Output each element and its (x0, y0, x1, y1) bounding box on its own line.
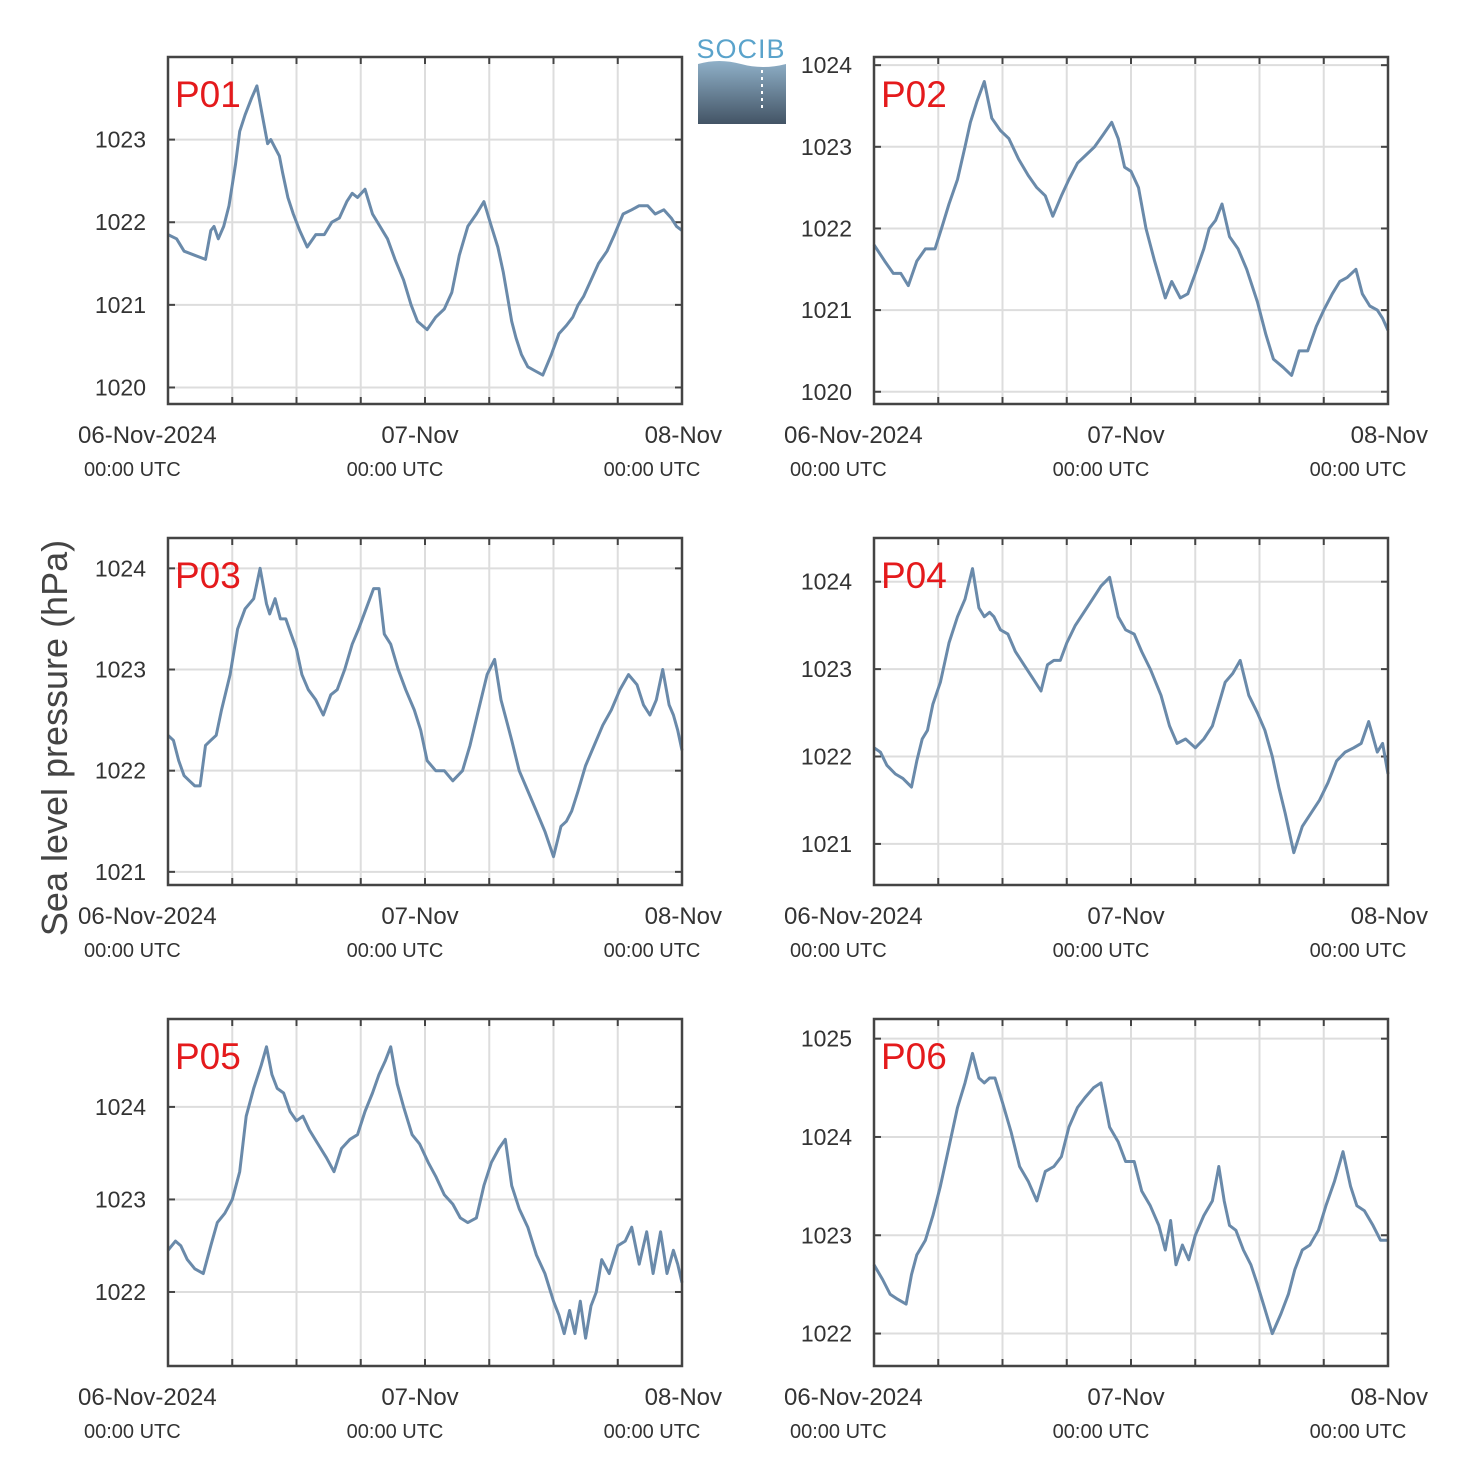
y-axis-label: Sea level pressure (hPa) (34, 540, 75, 936)
x-tick-date-label: 08-Nov (645, 422, 722, 449)
panel-label: P04 (881, 555, 947, 596)
panel-p06: 1022 1023 1024 1025 06-Nov-2024 00:00 UTC 07-N… (784, 1017, 1428, 1443)
x-tick-date-label: 08-Nov (1351, 903, 1428, 930)
panel-p04: 1021 1022 1023 1024 06-Nov-2024 00:00 UTC 07-N… (784, 536, 1428, 962)
panel-p01: 1020 1021 1022 1023 06-Nov-2024 00:00 UTC 07-N… (78, 55, 722, 481)
x-tick-time-label: 00:00 UTC (347, 459, 444, 481)
panel-label: P03 (175, 555, 241, 596)
y-tick-label: 1024 (801, 569, 852, 595)
x-tick-time-label: 00:00 UTC (84, 940, 181, 962)
pressure-series-line (166, 566, 684, 859)
x-tick-date-label: 07-Nov (381, 903, 458, 930)
y-tick-label: 1023 (801, 656, 852, 682)
pressure-series-line (872, 80, 1390, 377)
x-tick-date-label: 07-Nov (1087, 903, 1164, 930)
x-tick-date-label: 08-Nov (1351, 1384, 1428, 1411)
x-tick-time-label: 00:00 UTC (84, 459, 181, 481)
y-tick-label: 1020 (95, 374, 146, 400)
panel-p03: 1021 1022 1023 1024 06-Nov-2024 00:00 UTC 07-N… (78, 536, 722, 962)
y-tick-label: 1022 (95, 758, 146, 784)
y-tick-label: 1021 (801, 831, 852, 857)
x-tick-time-label: 00:00 UTC (1310, 1421, 1407, 1443)
y-tick-label: 1024 (801, 52, 852, 78)
plot-frame (872, 55, 1390, 406)
y-tick-label: 1022 (801, 744, 852, 770)
x-tick-time-label: 00:00 UTC (790, 459, 887, 481)
x-tick-time-label: 00:00 UTC (790, 940, 887, 962)
y-tick-label: 1023 (95, 657, 146, 683)
x-tick-time-label: 00:00 UTC (347, 1421, 444, 1443)
y-tick-label: 1023 (95, 127, 146, 153)
x-tick-date-label: 06-Nov-2024 (78, 903, 217, 930)
y-tick-label: 1025 (801, 1026, 852, 1052)
plot-frame (872, 1017, 1390, 1368)
x-tick-time-label: 00:00 UTC (1310, 940, 1407, 962)
y-tick-label: 1022 (801, 1321, 852, 1347)
pressure-series-line (167, 84, 683, 377)
x-tick-date-label: 06-Nov-2024 (784, 903, 923, 930)
panel-label: P01 (175, 74, 241, 115)
socib-logo: SOCIB (696, 34, 786, 124)
y-tick-label: 1023 (95, 1186, 146, 1212)
x-tick-date-label: 08-Nov (645, 903, 722, 930)
y-tick-label: 1024 (95, 1094, 146, 1120)
panel-p02: 1020 1021 1022 1023 1024 06-Nov-2024 00:00 UTC… (784, 52, 1428, 481)
x-tick-time-label: 00:00 UTC (604, 940, 701, 962)
y-tick-label: 1024 (95, 555, 146, 581)
y-tick-label: 1020 (801, 379, 852, 405)
pressure-series-line (166, 1045, 684, 1340)
panel-p05: 1022 1023 1024 06-Nov-2024 00:00 UTC 07-Nov 00… (78, 1017, 722, 1443)
x-tick-time-label: 00:00 UTC (84, 1421, 181, 1443)
x-tick-date-label: 07-Nov (1087, 422, 1164, 449)
pressure-series-line (873, 567, 1390, 855)
x-tick-time-label: 00:00 UTC (1053, 459, 1150, 481)
socib-logo-text: SOCIB (696, 34, 785, 64)
y-tick-label: 1021 (95, 292, 146, 318)
y-tick-label: 1024 (801, 1124, 852, 1150)
x-tick-date-label: 07-Nov (381, 1384, 458, 1411)
x-tick-time-label: 00:00 UTC (604, 459, 701, 481)
x-tick-date-label: 06-Nov-2024 (78, 1384, 217, 1411)
y-tick-label: 1022 (801, 215, 852, 241)
panel-label: P02 (881, 74, 947, 115)
y-tick-label: 1022 (95, 209, 146, 235)
x-tick-date-label: 06-Nov-2024 (784, 1384, 923, 1411)
x-tick-date-label: 07-Nov (381, 422, 458, 449)
y-tick-label: 1021 (801, 297, 852, 323)
x-tick-date-label: 08-Nov (645, 1384, 722, 1411)
pressure-series-line (872, 1051, 1388, 1336)
x-tick-date-label: 08-Nov (1351, 422, 1428, 449)
socib-logo-wave (698, 61, 786, 124)
y-tick-label: 1023 (801, 1222, 852, 1248)
x-tick-time-label: 00:00 UTC (604, 1421, 701, 1443)
x-tick-date-label: 06-Nov-2024 (784, 422, 923, 449)
panel-label: P06 (881, 1036, 947, 1077)
x-tick-time-label: 00:00 UTC (790, 1421, 887, 1443)
x-tick-time-label: 00:00 UTC (347, 940, 444, 962)
plot-frame (166, 55, 684, 406)
y-tick-label: 1021 (95, 859, 146, 885)
y-tick-label: 1022 (95, 1279, 146, 1305)
x-tick-time-label: 00:00 UTC (1053, 940, 1150, 962)
y-tick-label: 1023 (801, 134, 852, 160)
plot-frame (166, 536, 684, 887)
x-tick-time-label: 00:00 UTC (1053, 1421, 1150, 1443)
plot-frame (166, 1017, 684, 1368)
x-tick-time-label: 00:00 UTC (1310, 459, 1407, 481)
x-tick-date-label: 07-Nov (1087, 1384, 1164, 1411)
x-tick-date-label: 06-Nov-2024 (78, 422, 217, 449)
plot-frame (872, 536, 1390, 887)
panel-label: P05 (175, 1036, 241, 1077)
